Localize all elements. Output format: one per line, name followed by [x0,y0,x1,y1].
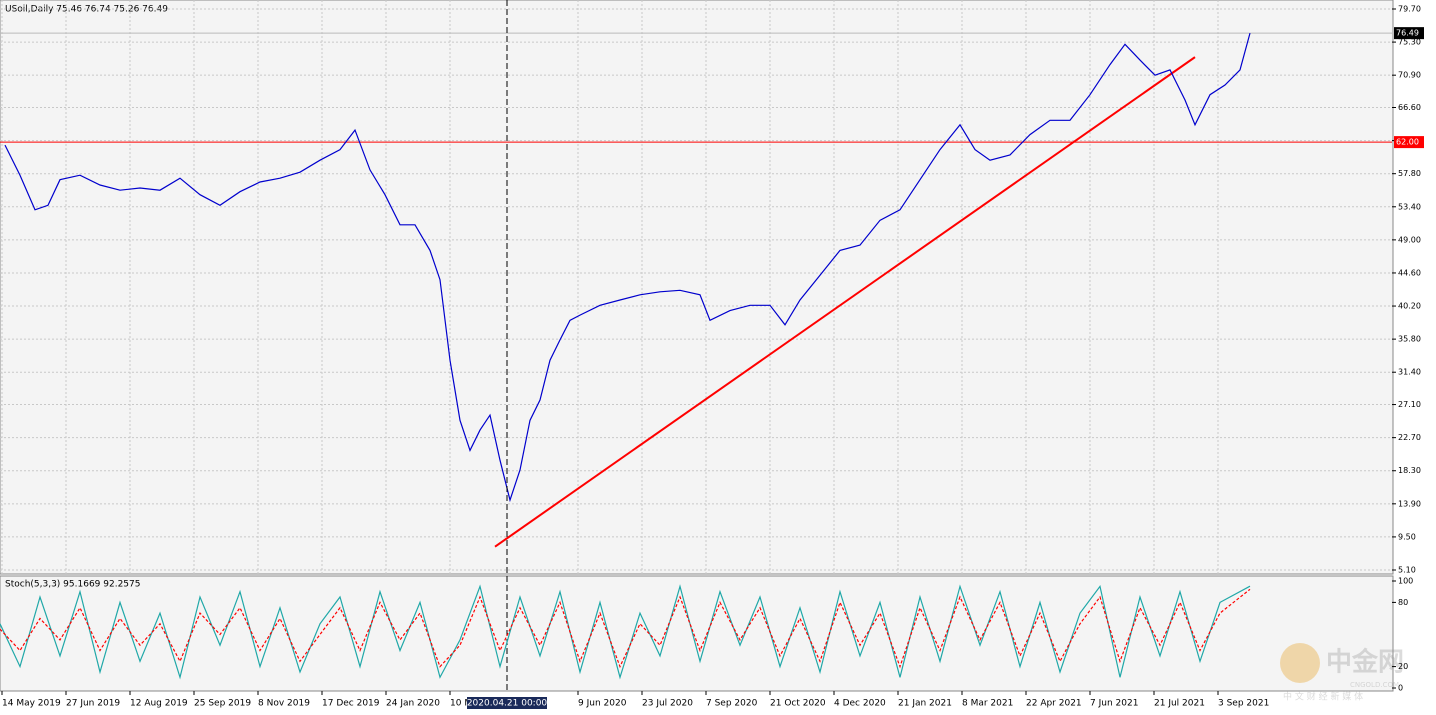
price-line [4,32,1251,503]
last-price-box [1394,27,1424,40]
crosshair-box [467,697,547,709]
price-line [0,584,1251,680]
x-tick-label: 8 Nov 2019 [258,699,310,709]
x-tick-label: 22 Apr 2021 [1026,699,1082,709]
level-label-box [1394,136,1424,149]
stoch-panel [0,575,1394,692]
level-label: 62.00 [1396,138,1419,147]
y-tick-label: 18.30 [1398,466,1421,475]
watermark-brand: 中金网 [1326,647,1404,678]
y-tick-label: 20 [1398,662,1408,671]
watermark-slogan: 中 文 财 经 新 媒 体 [1283,691,1363,703]
x-tick-label: 3 Sep 2021 [1218,699,1269,709]
y-tick-label: 80 [1398,598,1408,607]
y-tick-label: 75.30 [1398,38,1421,47]
watermark-logo [1280,643,1320,683]
watermark-site: CNGOLD.COM [1350,681,1399,689]
y-tick-label: 13.90 [1398,499,1421,508]
stoch-title: Stoch(5,3,3) 95.1669 92.2575 [5,580,140,590]
x-tick-label: 21 Oct 2020 [770,699,826,709]
y-tick-label: 35.80 [1398,335,1421,344]
x-tick-label: 8 Mar 2021 [962,699,1013,709]
y-tick-label: 44.60 [1398,268,1421,277]
y-tick-label: 66.60 [1398,103,1421,112]
x-tick-label: 27 Jun 2019 [66,699,120,709]
x-tick-label: 21 Jul 2021 [1154,699,1205,709]
price-line [0,588,1251,669]
y-tick-label: 57.80 [1398,169,1421,178]
trendline [494,56,1196,548]
y-tick-label: 79.70 [1398,5,1421,14]
main-panel [0,0,1394,575]
last-price-label: 76.49 [1396,29,1419,38]
x-tick-label: 7 Sep 2020 [706,699,758,709]
crosshair-label: 2020.04.21 00:00 [467,699,548,709]
y-tick-label: 22.70 [1398,433,1421,442]
watermark: 中金网 CNGOLD.COM 中 文 财 经 新 媒 体 [1280,643,1404,703]
x-tick-label: 23 Jul 2020 [642,699,693,709]
y-tick-label: 53.40 [1398,202,1421,211]
y-tick-label: 70.90 [1398,71,1421,80]
x-tick-label: 9 Jun 2020 [578,699,627,709]
y-tick-label: 5.10 [1398,566,1416,575]
x-tick-label: 12 Aug 2019 [130,699,188,709]
y-tick-label: 27.10 [1398,400,1421,409]
y-tick-label: 31.40 [1398,368,1421,377]
x-tick-label: 21 Jan 2021 [898,699,952,709]
x-tick-label: 25 Sep 2019 [194,699,251,709]
y-tick-label: 40.20 [1398,302,1421,311]
x-tick-label: 24 Jan 2020 [386,699,440,709]
x-tick-label: 17 Dec 2019 [322,699,380,709]
x-tick-label: 4 Dec 2020 [834,699,886,709]
y-tick-label: 0 [1398,684,1403,693]
y-tick-label: 100 [1398,577,1413,586]
x-tick-label: 7 Jun 2021 [1090,699,1138,709]
y-tick-label: 9.50 [1398,532,1416,541]
x-tick-label: 14 May 2019 [2,699,61,709]
main-title: USoil,Daily 75.46 76.74 75.26 76.49 [5,5,168,15]
y-tick-label: 49.00 [1398,235,1421,244]
